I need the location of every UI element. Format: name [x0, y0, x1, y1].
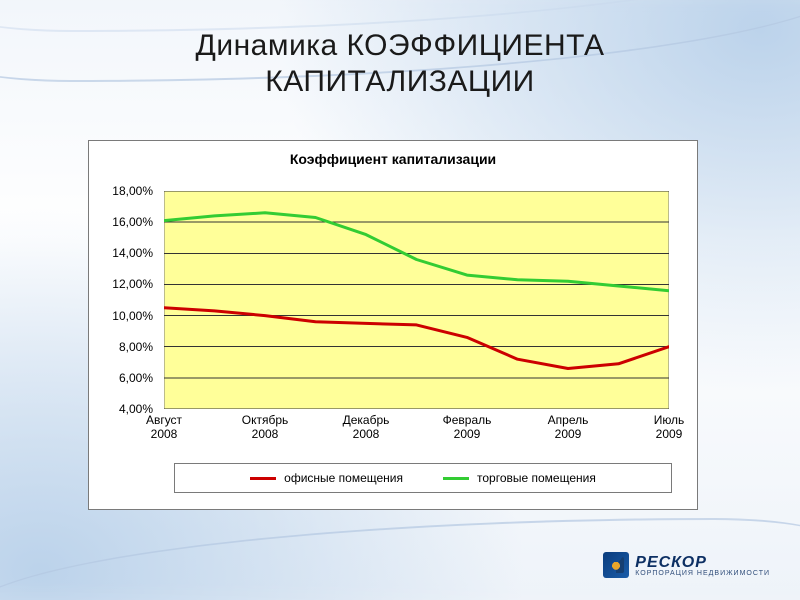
heading-line-1: Динамика КОЭФФИЦИЕНТА: [196, 29, 605, 62]
plot-area: [164, 191, 669, 409]
x-tick-label: Октябрь2008: [242, 413, 289, 442]
x-axis: Август2008Октябрь2008Декабрь2008Февраль2…: [164, 413, 669, 453]
x-tick-label: Июль2009: [654, 413, 685, 442]
logo-mark-icon: [603, 552, 629, 578]
x-tick-label: Февраль2009: [443, 413, 492, 442]
y-tick-label: 16,00%: [112, 215, 153, 229]
chart-frame: Коэффициент капитализации 18,00% 16,00% 14…: [88, 140, 698, 510]
y-tick-label: 18,00%: [112, 184, 153, 198]
heading-line-2: КАПИТАЛИЗАЦИИ: [265, 65, 534, 98]
x-tick-label: Апрель2009: [548, 413, 589, 442]
chart-title: Коэффициент капитализации: [89, 151, 697, 167]
y-tick-label: 10,00%: [112, 309, 153, 323]
logo-text-block: РЕСКОР КОРПОРАЦИЯ НЕДВИЖИМОСТИ: [635, 554, 770, 577]
chart-svg: [164, 191, 669, 409]
legend-label-office: офисные помещения: [284, 471, 403, 485]
page-title: Динамика КОЭФФИЦИЕНТА КАПИТАЛИЗАЦИИ: [0, 28, 800, 100]
y-tick-label: 6,00%: [119, 371, 153, 385]
logo-subtext: КОРПОРАЦИЯ НЕДВИЖИМОСТИ: [635, 570, 770, 577]
x-tick-label: Декабрь2008: [343, 413, 390, 442]
y-tick-label: 8,00%: [119, 340, 153, 354]
legend: офисные помещения торговые помещения: [174, 463, 672, 493]
legend-item-office: офисные помещения: [250, 471, 403, 485]
y-tick-label: 14,00%: [112, 246, 153, 260]
legend-item-retail: торговые помещения: [443, 471, 596, 485]
y-tick-label: 12,00%: [112, 277, 153, 291]
y-axis: 18,00%16,00%14,00%12,00%10,00%8,00%6,00%…: [89, 191, 159, 409]
company-logo: РЕСКОР КОРПОРАЦИЯ НЕДВИЖИМОСТИ: [603, 552, 770, 578]
legend-swatch-office: [250, 477, 276, 480]
x-tick-label: Август2008: [146, 413, 182, 442]
legend-swatch-retail: [443, 477, 469, 480]
slide: Динамика КОЭФФИЦИЕНТА КАПИТАЛИЗАЦИИ Коэф…: [0, 0, 800, 600]
legend-label-retail: торговые помещения: [477, 471, 596, 485]
